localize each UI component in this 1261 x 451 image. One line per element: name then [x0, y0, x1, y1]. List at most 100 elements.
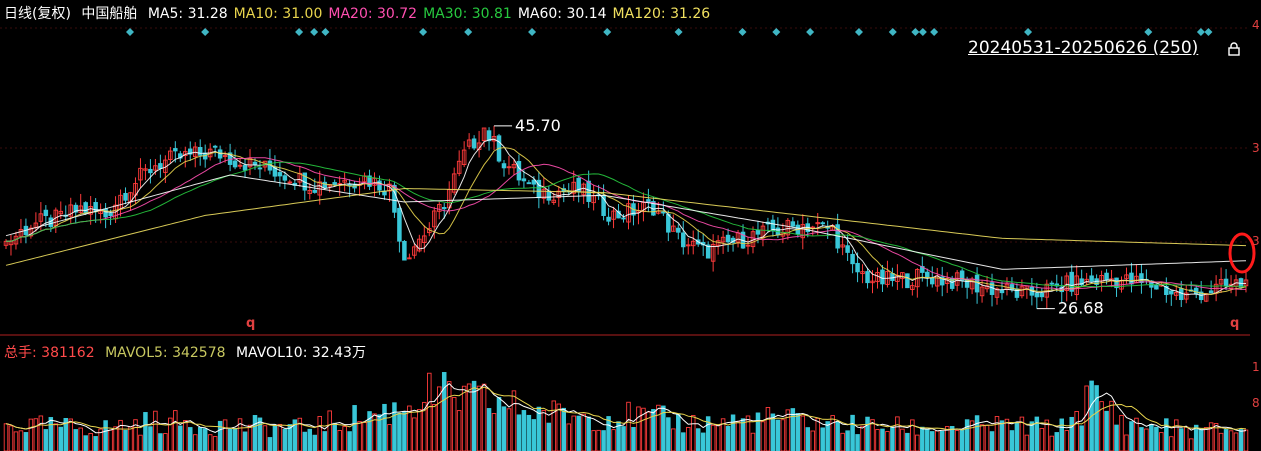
volume-bar	[466, 383, 472, 451]
candle-body	[611, 210, 616, 220]
volume-bar	[153, 410, 158, 451]
candle-body	[745, 244, 751, 247]
volume-bar	[994, 416, 1000, 451]
candle-body	[466, 139, 472, 147]
volume-bar	[461, 385, 467, 451]
candle-body	[143, 168, 148, 171]
volume-bar	[128, 426, 133, 451]
volume-bar	[890, 426, 895, 451]
volume-bar	[183, 420, 188, 451]
volume-bar	[661, 405, 666, 451]
candle-body	[1129, 272, 1134, 285]
volume-bar	[1129, 421, 1134, 451]
volume-bar	[705, 416, 711, 451]
candle-body	[506, 166, 512, 169]
volume-bar	[1074, 411, 1079, 451]
candle-body	[78, 205, 83, 213]
volume-bar	[571, 415, 576, 451]
volume-bar	[835, 421, 840, 451]
ma-legend-item-2: MA20: 30.72	[328, 6, 418, 22]
lock-icon[interactable]	[1227, 42, 1241, 56]
volume-bar	[367, 411, 372, 451]
volume-bar	[267, 437, 273, 451]
signal-marker	[295, 28, 304, 36]
signal-marker	[888, 28, 897, 36]
volume-bar	[18, 430, 24, 451]
volume-bar	[601, 430, 606, 451]
signal-marker	[854, 28, 863, 36]
volume-bar	[1034, 416, 1040, 451]
volume-bar	[1183, 426, 1189, 451]
mavol5-label: MAVOL5: 342578	[105, 345, 226, 361]
volume-bar	[979, 424, 985, 451]
volume-bar	[636, 406, 641, 451]
candle-body	[720, 236, 726, 243]
axis-tick-mid-2: 3	[1252, 234, 1260, 248]
volume-bar	[730, 414, 736, 451]
volume-bar	[710, 424, 716, 451]
date-range[interactable]: 20240531-20250626 (250)	[968, 38, 1199, 58]
volume-bar	[317, 416, 322, 451]
candle-body	[925, 271, 930, 278]
volume-bar	[451, 396, 457, 451]
candle-body	[725, 234, 731, 243]
ma20-line	[6, 157, 1246, 290]
candle-body	[237, 164, 243, 167]
candle-body	[1218, 279, 1224, 285]
volume-bar	[551, 400, 557, 451]
volume-bar	[202, 428, 208, 451]
candle-body	[148, 168, 153, 174]
candle-body	[501, 163, 507, 169]
volume-bar	[98, 428, 103, 451]
volume-bar	[1024, 434, 1030, 451]
volume-bar	[113, 426, 118, 451]
volume-bar	[556, 403, 562, 451]
volume-bar	[38, 415, 44, 451]
volume-bar	[118, 419, 123, 451]
mavol10-label: MAVOL10: 32.43万	[235, 345, 366, 361]
candle-body	[188, 148, 193, 155]
signal-marker	[674, 28, 683, 36]
volume-bar	[178, 425, 183, 451]
candle-body	[870, 280, 875, 284]
candle-body	[407, 257, 412, 260]
candle-body	[1174, 292, 1179, 296]
volume-bar	[1159, 432, 1164, 451]
volume-bar	[1198, 428, 1204, 451]
candle-body	[88, 206, 93, 215]
volume-bar	[780, 419, 786, 451]
volume-bar	[785, 409, 791, 451]
candle-body	[1114, 277, 1119, 289]
volume-bar	[1014, 421, 1020, 451]
candle-body	[681, 232, 686, 248]
volume-bar	[506, 408, 512, 451]
candle-body	[840, 244, 845, 248]
volume-bar	[1228, 430, 1234, 451]
volume-bar	[865, 416, 870, 451]
volume-bar	[591, 430, 596, 451]
volume-bar	[561, 407, 567, 451]
volume-bar	[1223, 429, 1229, 451]
volume-bar	[402, 411, 407, 451]
volume-bar	[586, 416, 591, 451]
candle-body	[103, 208, 108, 218]
candle-body	[422, 235, 427, 244]
candle-body	[556, 190, 562, 199]
candle-body	[252, 161, 258, 165]
volume-bar	[810, 430, 815, 451]
volume-bar	[974, 415, 980, 451]
volume-bar	[53, 423, 59, 451]
volume-bar	[212, 436, 218, 451]
candle-body	[621, 217, 626, 220]
volume-bar	[840, 432, 845, 451]
volume-bar	[1004, 418, 1010, 451]
volume-bar	[939, 430, 945, 451]
volume-header: 总手: 381162 MAVOL5: 342578 MAVOL10: 32.43…	[4, 342, 372, 362]
volume-bar	[197, 427, 203, 451]
volume-bar	[755, 412, 761, 451]
candle-body	[377, 180, 382, 191]
volume-bar	[964, 419, 970, 451]
candle-body	[43, 209, 49, 217]
volume-bar	[476, 385, 482, 451]
